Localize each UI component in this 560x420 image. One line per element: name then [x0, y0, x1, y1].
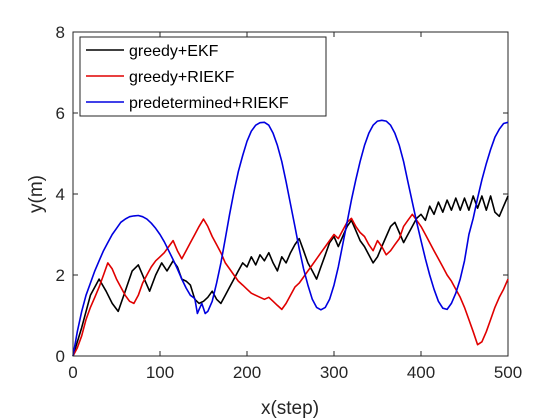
legend: greedy+EKF greedy+RIEKF predetermined+RIEK… — [79, 36, 327, 117]
x-tick-label: 400 — [407, 363, 435, 382]
x-tick-label: 300 — [320, 363, 348, 382]
x-tick-label: 100 — [146, 363, 174, 382]
y-tick-label: 0 — [56, 347, 65, 366]
y-axis-label: y(m) — [26, 175, 47, 213]
x-tick-label: 200 — [233, 363, 261, 382]
x-tick-label: 0 — [68, 363, 77, 382]
series-line-3 — [72, 119, 509, 357]
legend-label-3: predetermined+RIEKF — [129, 95, 289, 112]
y-tick-label: 2 — [56, 266, 65, 285]
y-tick-label: 8 — [56, 23, 65, 42]
x-axis-label: x(step) — [261, 398, 319, 419]
legend-label-1: greedy+EKF — [129, 43, 219, 60]
ticks-group: 0 100 200 300 400 500 0 2 4 6 8 — [56, 23, 523, 382]
series-group — [72, 119, 509, 357]
legend-label-2: greedy+RIEKF — [129, 69, 235, 86]
y-tick-label: 6 — [56, 104, 65, 123]
x-tick-label: 500 — [494, 363, 522, 382]
y-tick-label: 4 — [56, 185, 65, 204]
series-line-2 — [72, 213, 509, 357]
